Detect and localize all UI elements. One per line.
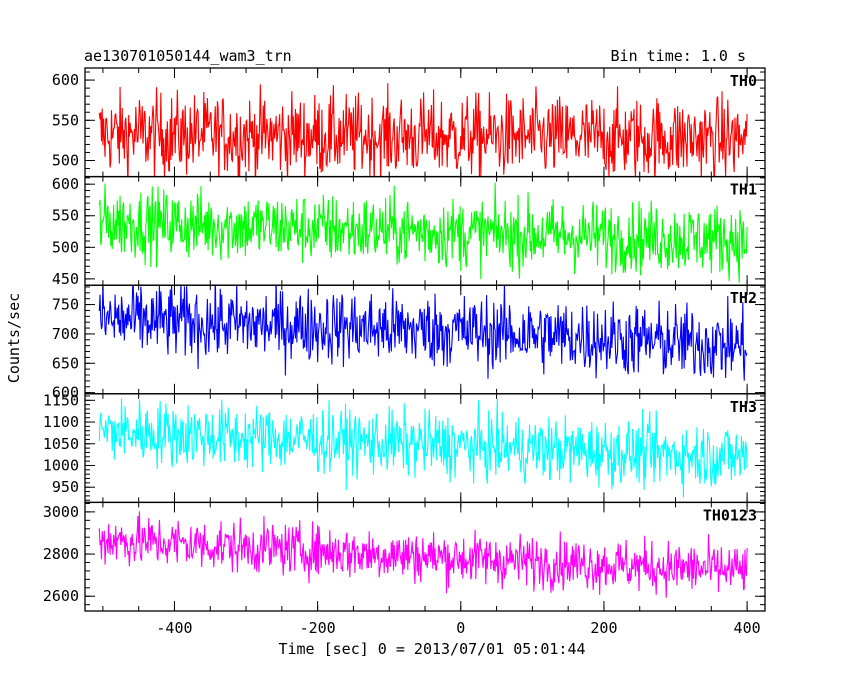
y-tick-label: 950: [52, 478, 79, 496]
series-line-th0: [98, 83, 748, 177]
panel-th3: 950 1000 1050 1100 1150 TH3: [43, 391, 766, 504]
x-tick-label: 200: [590, 619, 617, 637]
series-line-th2: [98, 285, 748, 381]
y-tick-label: 500: [52, 152, 79, 170]
y-tick-label: 600: [52, 384, 79, 402]
series-line-th0123: [98, 511, 748, 598]
legend-label-th0: TH0: [730, 72, 757, 90]
y-tick-label: 2600: [43, 587, 79, 605]
x-tick-label: -200: [300, 619, 336, 637]
y-tick-label: 600: [52, 175, 79, 193]
legend-label-th1: TH1: [730, 181, 757, 199]
chart-title-left: ae130701050144_wam3_trn: [84, 47, 292, 65]
panel-th2: 600 650 700 750 TH2: [52, 284, 766, 402]
y-axis-label: Counts/sec: [5, 293, 23, 383]
series-line-th1: [98, 182, 748, 283]
y-tick-label: 750: [52, 296, 79, 314]
y-tick-label: 1000: [43, 456, 79, 474]
x-tick-label: 400: [734, 619, 761, 637]
y-tick-label: 1100: [43, 413, 79, 431]
legend-label-th0123: TH0123: [703, 506, 757, 524]
x-tick-label: -400: [156, 619, 192, 637]
panels-group: 500 550 600 TH0 450 500 550 600 TH1 600 650 700 750 T…: [43, 67, 766, 637]
y-tick-label: 1150: [43, 391, 79, 409]
legend-label-th3: TH3: [730, 398, 757, 416]
y-tick-label: 550: [52, 111, 79, 129]
panel-th0: 500 550 600 TH0: [52, 67, 766, 178]
legend-label-th2: TH2: [730, 289, 757, 307]
y-tick-label: 550: [52, 207, 79, 225]
series-line-th3: [98, 398, 748, 498]
y-tick-label: 2800: [43, 545, 79, 563]
y-tick-label: 500: [52, 238, 79, 256]
y-tick-label: 700: [52, 325, 79, 343]
x-tick-label: 0: [456, 619, 465, 637]
chart-title-right: Bin time: 1.0 s: [611, 47, 746, 65]
x-axis-label: Time [sec] 0 = 2013/07/01 05:01:44: [278, 640, 585, 658]
panel-th0123: 2600 2800 3000 TH0123: [43, 501, 766, 612]
y-tick-label: 450: [52, 270, 79, 288]
y-tick-label: 3000: [43, 503, 79, 521]
y-tick-label: 600: [52, 71, 79, 89]
y-tick-label: 1050: [43, 435, 79, 453]
y-tick-label: 650: [52, 354, 79, 372]
panel-th1: 450 500 550 600 TH1: [52, 175, 766, 288]
